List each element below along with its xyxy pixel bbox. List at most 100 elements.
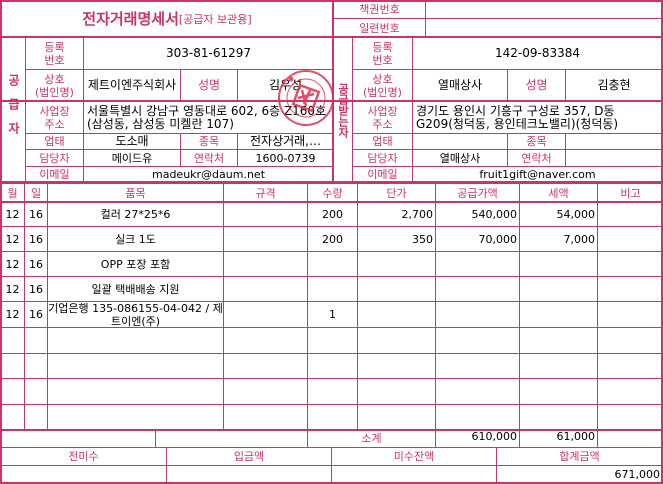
item-tax-cell: [519, 276, 598, 302]
item-spec-cell: [223, 353, 308, 379]
header-supply-amount: 공급가액: [435, 183, 520, 203]
recipient-rep-label: 성명: [507, 69, 566, 102]
supplier-biz-item: 전자상거래,…: [237, 133, 334, 150]
supplier-rep: 김우성: [237, 69, 334, 102]
divider: [0, 100, 663, 102]
item-qty-cell: 200: [307, 201, 358, 227]
item-day-cell: 16: [24, 276, 48, 302]
prev-balance-label: 전미수: [0, 447, 167, 466]
item-spec-cell: [223, 201, 308, 227]
header-unit-price: 단가: [357, 183, 436, 203]
item-qty-cell: [307, 327, 358, 354]
item-note-cell: [597, 226, 663, 252]
supplier-phone: 1600-0739: [237, 149, 334, 167]
item-day-cell: 16: [24, 251, 48, 277]
item-item-cell: OPP 포장 포함: [47, 251, 224, 277]
recipient-contact-label: 담당자: [352, 149, 413, 167]
item-supply-amount-cell: 540,000: [435, 201, 520, 227]
subtotal-tax: 61,000: [519, 429, 598, 448]
header-day: 일: [24, 183, 48, 203]
recipient-name: 열매상사: [412, 69, 508, 102]
item-supply-amount-cell: [435, 276, 520, 302]
recipient-phone-label: 연락처: [507, 149, 566, 167]
serial-label: 일련번호: [333, 18, 426, 38]
supplier-addr: 서울특별시 강남구 영동대로 602, 6층 Z160호 (삼성동, 삼성동 미…: [83, 101, 334, 134]
item-unit-price-cell: 350: [357, 226, 436, 252]
item-tax-cell: 54,000: [519, 201, 598, 227]
item-qty-cell: [307, 276, 358, 302]
item-tax-cell: [519, 327, 598, 354]
item-note-cell: [597, 353, 663, 379]
item-day-cell: 16: [24, 226, 48, 252]
header-spec: 규격: [223, 183, 308, 203]
total-value: 671,000: [496, 465, 663, 484]
item-tax-cell: [519, 251, 598, 277]
item-qty-cell: [307, 251, 358, 277]
recipient-phone: [565, 149, 663, 167]
item-note-cell: [597, 251, 663, 277]
item-supply-amount-cell: [435, 301, 520, 328]
item-spec-cell: [223, 226, 308, 252]
item-day-cell: [24, 327, 48, 354]
recipient-reg-label: 등록 번호: [352, 37, 413, 70]
supplier-name-label: 상호 (법인명): [25, 69, 84, 102]
item-unit-price-cell: [357, 251, 436, 277]
item-note-cell: [597, 378, 663, 405]
header-month: 월: [0, 183, 25, 203]
item-item-cell: 실크 1도: [47, 226, 224, 252]
divider: [0, 36, 663, 38]
item-supply-amount-cell: [435, 353, 520, 379]
item-unit-price-cell: 2,700: [357, 201, 436, 227]
supplier-reg-no: 303-81-61297: [83, 37, 334, 70]
item-month-cell: [0, 353, 25, 379]
item-supply-amount-cell: [435, 327, 520, 354]
item-spec-cell: [223, 404, 308, 431]
recipient-contact: 열매상사: [412, 149, 508, 167]
supplier-addr-label: 사업장 주소: [25, 101, 84, 134]
item-unit-price-cell: [357, 404, 436, 431]
doc-title: 전자거래명세서: [82, 9, 179, 28]
header-tax: 세액: [519, 183, 598, 203]
item-note-cell: [597, 327, 663, 354]
doc-subtitle: [공급자 보관용]: [178, 12, 252, 26]
item-tax-cell: [519, 404, 598, 431]
item-spec-cell: [223, 301, 308, 328]
supplier-phone-label: 연락처: [180, 149, 238, 167]
item-supply-amount-cell: [435, 378, 520, 405]
header-item: 품목: [47, 183, 224, 203]
item-month-cell: [0, 378, 25, 405]
item-month-cell: 12: [0, 226, 25, 252]
supplier-side-label: 공급자: [0, 37, 26, 183]
item-item-cell: [47, 378, 224, 405]
supplier-contact: 메이드유: [83, 149, 181, 167]
item-qty-cell: 1: [307, 301, 358, 328]
supplier-biz-type-label: 업태: [25, 133, 84, 150]
item-spec-cell: [223, 251, 308, 277]
item-item-cell: 기업은행 135-086155-04-042 / 제트이엔(주): [47, 301, 224, 328]
item-item-cell: 일괄 택배배송 지원: [47, 276, 224, 302]
item-day-cell: [24, 404, 48, 431]
item-month-cell: [0, 404, 25, 431]
recipient-reg-no: 142-09-83384: [412, 37, 663, 70]
recipient-side-label: 공급받는자: [333, 37, 353, 183]
item-supply-amount-cell: [435, 251, 520, 277]
recipient-name-label: 상호 (법인명): [352, 69, 413, 102]
total-label: 합계금액: [496, 447, 663, 466]
item-qty-cell: [307, 404, 358, 431]
divider: [332, 0, 334, 183]
item-note-cell: [597, 276, 663, 302]
balance-label: 미수잔액: [331, 447, 497, 466]
item-day-cell: 16: [24, 201, 48, 227]
item-spec-cell: [223, 378, 308, 405]
item-spec-cell: [223, 276, 308, 302]
item-spec-cell: [223, 327, 308, 354]
prev-balance-value: [0, 465, 167, 484]
header-note: 비고: [597, 183, 663, 203]
item-month-cell: 12: [0, 301, 25, 328]
item-day-cell: 16: [24, 301, 48, 328]
divider: [0, 181, 663, 183]
item-note-cell: [597, 404, 663, 431]
recipient-rep: 김충현: [565, 69, 663, 102]
item-supply-amount-cell: [435, 404, 520, 431]
